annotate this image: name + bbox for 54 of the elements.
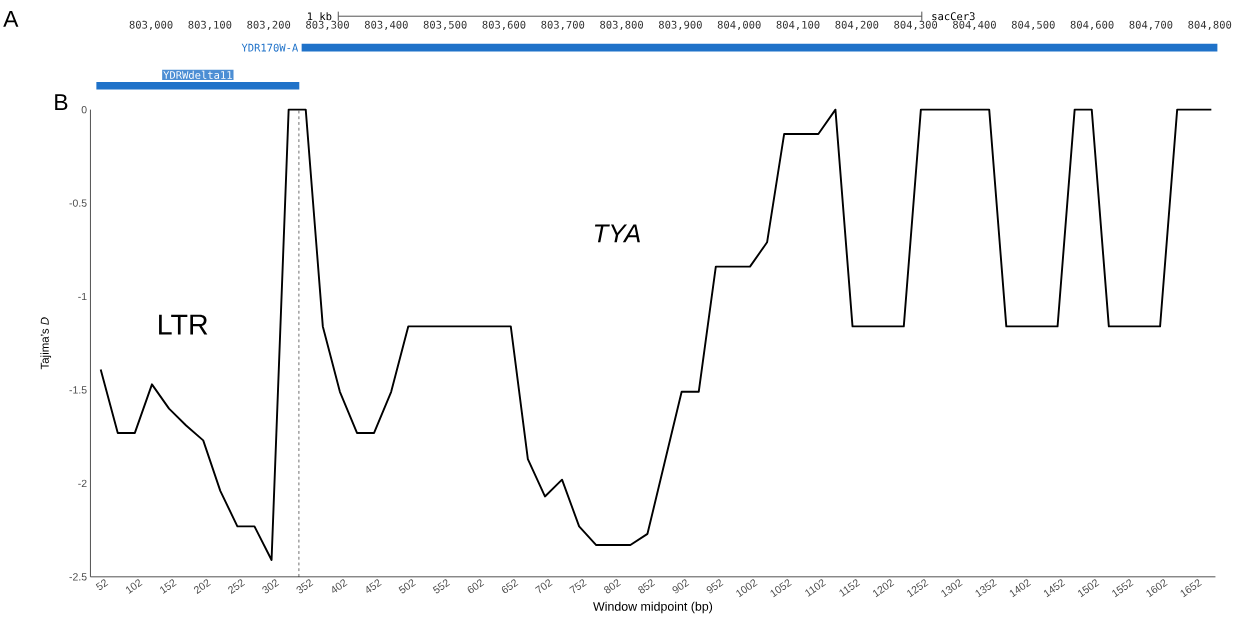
y-tick-label: YDRWdelta11 (163, 70, 232, 79)
x-tick-label: 804,800 (1188, 20, 1232, 30)
x-tick-label: 952 (706, 579, 724, 594)
x-tick-label: 402 (332, 579, 348, 593)
x-tick-label: 803,500 (423, 20, 467, 30)
chart-title: A (3, 10, 19, 27)
x-tick-label: 652 (501, 579, 519, 594)
x-tick-label: 803,200 (247, 20, 291, 30)
annotation: LTR (159, 314, 208, 335)
x-tick-label: 803,800 (600, 20, 644, 30)
chart-title: B (55, 94, 68, 111)
x-tick-label: 804,500 (1011, 20, 1055, 30)
y-tick-label: -2.5 (69, 573, 87, 581)
x-tick-label: 502 (398, 579, 416, 594)
x-tick-label: 804,200 (835, 20, 879, 30)
x-tick-label: 102 (125, 579, 143, 594)
y-tick-label: -1.5 (69, 386, 87, 394)
x-tick-label: 804,700 (1129, 20, 1173, 30)
x-tick-label: 804,400 (953, 20, 996, 30)
x-axis-title: Window midpoint (bp) (593, 601, 713, 614)
x-tick-label: 803,900 (658, 20, 702, 30)
y-tick-label: YDR170W-A (241, 43, 299, 52)
x-tick-label: 804,100 (776, 20, 820, 30)
annotation: TYA (594, 224, 640, 243)
x-tick-label: 602 (467, 579, 485, 594)
y-tick-label: -2 (78, 479, 87, 488)
x-tick-label: 804,300 (894, 20, 938, 30)
x-tick-label: 352 (296, 579, 314, 594)
text: sacCer3 (932, 12, 975, 21)
x-tick-label: 803,300 (306, 20, 349, 30)
text: 1 kb (307, 12, 332, 21)
x-tick-label: 803,100 (188, 20, 232, 30)
y-tick-label: -1 (78, 292, 87, 301)
x-tick-label: 52 (95, 579, 109, 590)
x-tick-label: 202 (194, 579, 211, 594)
x-tick-label: 803,400 (364, 20, 408, 30)
x-tick-label: 152 (160, 579, 177, 594)
x-tick-label: 804,000 (717, 20, 761, 30)
x-tick-label: 452 (366, 579, 382, 593)
x-tick-label: 803,600 (482, 20, 526, 30)
x-tick-label: 803,700 (541, 20, 585, 30)
x-tick-label: 552 (432, 579, 451, 594)
x-tick-label: 302 (262, 579, 280, 594)
x-tick-label: 802 (604, 579, 621, 594)
x-tick-label: 804,600 (1070, 20, 1114, 30)
x-tick-label: 702 (534, 579, 553, 594)
y-tick-label: 0 (81, 105, 87, 114)
x-tick-label: 752 (569, 579, 587, 594)
y-tick-label: -0.5 (69, 199, 87, 207)
x-tick-label: 852 (638, 579, 656, 594)
y-axis-title: Tajima’s D (40, 317, 52, 370)
x-tick-label: 902 (672, 579, 690, 594)
x-tick-label: 803,000 (129, 20, 173, 30)
x-tick-label: 252 (228, 579, 246, 594)
